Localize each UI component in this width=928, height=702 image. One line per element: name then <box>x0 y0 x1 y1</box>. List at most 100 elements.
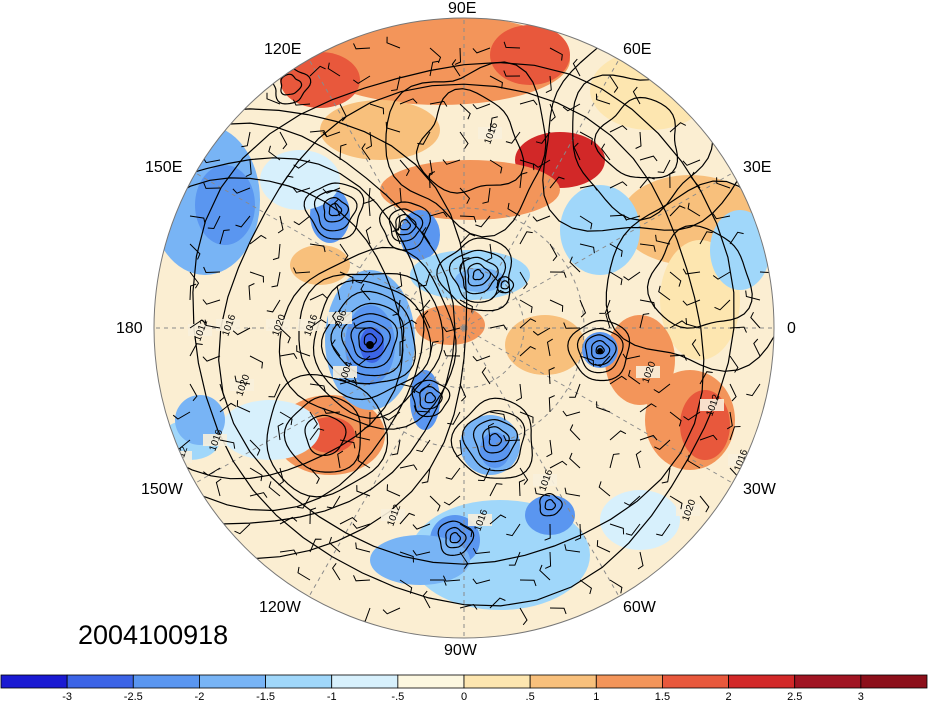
wind-barb <box>249 439 261 456</box>
wind-barb <box>442 326 461 333</box>
wind-barb <box>215 478 222 497</box>
wind-barb <box>416 439 431 453</box>
wind-barb <box>489 597 506 609</box>
wind-barb <box>219 439 236 449</box>
wind-barb <box>459 103 471 120</box>
wind-barb <box>623 271 641 281</box>
wind-barb <box>339 143 347 161</box>
contour-label-bg <box>333 366 357 378</box>
meridian-line <box>195 172 465 329</box>
wind-barb <box>428 171 436 189</box>
meridian-line <box>463 327 733 484</box>
wind-barb <box>569 424 581 441</box>
wind-barb <box>451 59 461 77</box>
contour-label-bg <box>266 319 290 331</box>
wind-barb <box>309 65 326 77</box>
wind-barb <box>579 131 593 145</box>
isobar <box>459 256 499 295</box>
isobar <box>415 88 525 194</box>
wind-barb <box>508 551 521 566</box>
contour-label-bg <box>700 399 724 411</box>
wind-barb <box>189 283 197 301</box>
wind-barb <box>392 215 401 232</box>
wind-barb <box>579 299 587 318</box>
wind-barb <box>203 467 221 476</box>
wind-barb <box>429 100 448 107</box>
wind-barb <box>533 159 551 168</box>
wind-barb <box>232 327 251 336</box>
wind-barb <box>569 383 581 398</box>
wind-barb <box>399 512 415 525</box>
isobar <box>395 213 417 236</box>
wind-barb <box>669 171 676 189</box>
wind-barb <box>353 575 371 582</box>
wind-barb <box>429 60 439 77</box>
wind-barb <box>609 181 628 189</box>
wind-barb <box>622 214 641 221</box>
wind-barb <box>534 487 551 497</box>
wind-barb <box>489 289 506 301</box>
wind-barb <box>472 355 491 362</box>
meridian-line <box>308 59 465 329</box>
wind-barb <box>272 243 281 261</box>
colorbar-label: 0 <box>461 691 467 702</box>
wind-barb <box>386 484 401 497</box>
wind-barb <box>639 243 656 252</box>
isobar <box>280 73 303 96</box>
wind-barb <box>268 145 281 161</box>
colorbar-label: -2.5 <box>124 691 143 702</box>
wind-barb <box>564 487 581 497</box>
wind-barb <box>609 523 625 535</box>
colorbar-swatch <box>397 674 465 689</box>
wind-barb <box>503 70 521 77</box>
wind-barb <box>399 383 416 394</box>
wind-barb <box>392 299 401 316</box>
wind-barb <box>595 93 611 105</box>
wind-barb <box>394 226 401 245</box>
wind-barb <box>245 159 252 178</box>
wind-barb <box>596 540 611 553</box>
wind-barbs <box>172 36 774 626</box>
wind-barb <box>266 299 281 313</box>
wind-barb <box>546 338 553 357</box>
wind-barb <box>383 411 401 421</box>
wind-barb <box>569 256 581 273</box>
wind-barb <box>549 460 568 469</box>
wind-barb <box>204 319 221 329</box>
wind-barb <box>564 544 581 553</box>
wind-barb <box>203 182 221 189</box>
wind-barb <box>459 215 477 223</box>
wind-barb <box>268 481 281 497</box>
wind-barb <box>249 355 264 369</box>
wind-barb <box>266 92 281 105</box>
isobar <box>449 531 461 544</box>
wind-barb <box>548 367 555 385</box>
wind-barb <box>421 227 431 245</box>
wind-barb <box>236 400 251 413</box>
wind-barb <box>309 538 322 553</box>
wind-barb <box>309 411 318 430</box>
wind-barb <box>232 187 251 194</box>
wind-barb <box>712 213 731 220</box>
wind-barb <box>609 75 619 93</box>
wind-barb <box>635 131 642 149</box>
wind-barb <box>569 452 581 469</box>
lon-label-30w: 30W <box>743 481 776 498</box>
wind-barb <box>472 103 491 110</box>
wind-barb <box>661 467 671 484</box>
colorbar-label: 1.5 <box>655 691 670 702</box>
wind-barb <box>699 495 710 513</box>
wind-barb <box>639 313 650 329</box>
wind-barb <box>489 75 503 89</box>
wind-barb <box>396 271 403 290</box>
wind-barb <box>360 283 371 301</box>
isobar <box>584 334 617 366</box>
wind-barb <box>292 187 311 193</box>
wind-barb <box>297 566 311 581</box>
isobar <box>303 182 365 240</box>
wind-barb <box>539 564 551 581</box>
wind-barb <box>207 215 221 230</box>
wind-barb <box>399 98 418 105</box>
wind-barb <box>429 47 442 64</box>
contour-label-bg <box>298 319 322 331</box>
